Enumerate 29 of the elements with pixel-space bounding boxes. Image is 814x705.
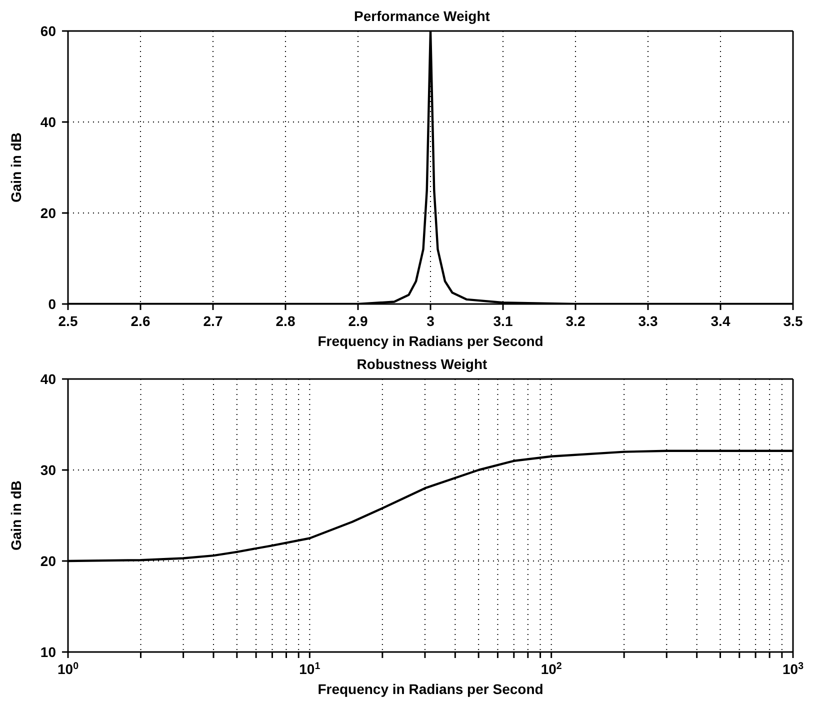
y-tick-label: 40 [40, 371, 56, 387]
x-tick-label: 10$^{0}$ [57, 660, 80, 677]
chart-title: Performance Weight [354, 8, 490, 24]
y-axis-title: Gain in dB [8, 132, 24, 202]
x-tick-label: 2.7 [203, 313, 223, 329]
x-tick-label: 3.4 [710, 313, 730, 329]
chart-title: Robustness Weight [356, 356, 488, 372]
y-axis-title: Gain in dB [8, 480, 24, 550]
x-tick-label: 10$^{2}$ [540, 660, 562, 677]
x-tick-label: 3.3 [638, 313, 658, 329]
y-tick-label: 20 [40, 205, 56, 221]
x-tick-label: 3 [426, 313, 435, 329]
y-tick-label: 30 [40, 462, 56, 478]
y-tick-label: 0 [48, 296, 56, 312]
x-tick-label: 3.1 [493, 313, 513, 329]
x-tick-label: 10$^{1}$ [299, 660, 321, 677]
x-axis-title: Frequency in Radians per Second [318, 681, 544, 697]
x-tick-label: 3.2 [566, 313, 586, 329]
x-tick-label: 2.9 [348, 313, 368, 329]
y-tick-label: 10 [40, 644, 56, 660]
x-tick-label: 10$^{3}$ [782, 660, 804, 677]
y-tick-label: 60 [40, 23, 56, 39]
x-tick-label: 2.8 [276, 313, 296, 329]
x-tick-label: 2.5 [58, 313, 78, 329]
y-tick-label: 40 [40, 114, 56, 130]
x-tick-label: 2.6 [130, 313, 150, 329]
x-tick-label: 3.5 [783, 313, 803, 329]
y-tick-label: 20 [40, 553, 56, 569]
x-axis-title: Frequency in Radians per Second [318, 333, 544, 349]
